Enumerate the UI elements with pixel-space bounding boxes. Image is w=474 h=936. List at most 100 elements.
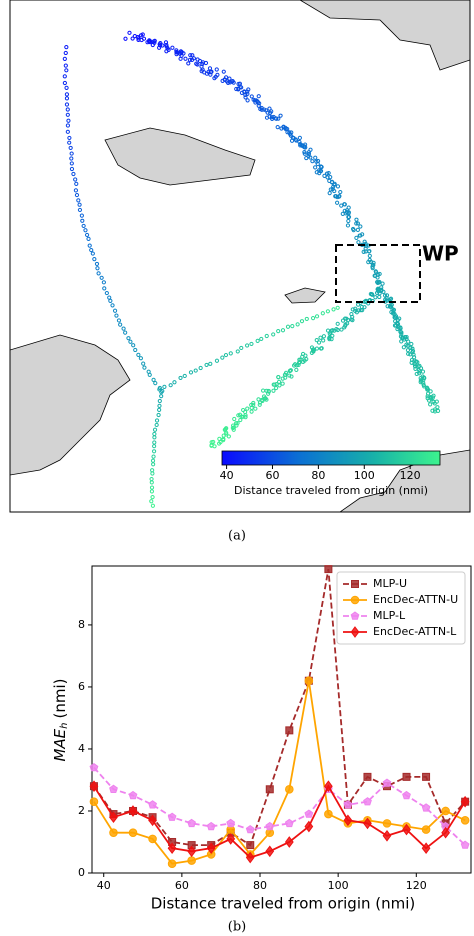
- track-point: [158, 43, 163, 48]
- marker: [245, 851, 255, 864]
- track-point: [127, 30, 132, 35]
- track-point: [249, 402, 254, 408]
- colorbar-tick-label: 40: [220, 469, 234, 482]
- track-point: [310, 347, 316, 352]
- marker: [206, 821, 216, 831]
- track-point: [152, 431, 157, 437]
- track-point: [228, 351, 233, 356]
- track-point: [68, 145, 73, 151]
- track-point: [149, 476, 154, 482]
- track-point: [149, 489, 155, 494]
- track-point: [174, 48, 179, 53]
- marker: [245, 824, 255, 834]
- track-point: [261, 394, 267, 399]
- legend-box: [336, 571, 466, 645]
- track-point: [157, 407, 162, 412]
- track-point: [357, 233, 362, 238]
- track-point: [397, 316, 402, 321]
- track-point: [295, 322, 300, 327]
- track-point: [147, 372, 152, 377]
- track-point: [369, 292, 375, 297]
- track-point: [96, 271, 101, 276]
- marker: [402, 823, 411, 836]
- track-point: [375, 286, 381, 291]
- marker: [460, 840, 470, 849]
- track-point: [380, 281, 385, 286]
- track-point: [381, 289, 386, 294]
- marker: [284, 818, 294, 828]
- track-point: [314, 338, 319, 343]
- track-point: [373, 295, 378, 300]
- track-point: [342, 202, 347, 207]
- track-point: [249, 94, 254, 99]
- track-point: [385, 304, 390, 309]
- track-point: [310, 159, 315, 164]
- colorbar-label: Distance traveled from origin (nmi): [234, 484, 428, 497]
- marker: [187, 845, 197, 858]
- marker: [441, 826, 451, 839]
- legend-label: EncDec-ATTN-U: [373, 593, 458, 606]
- track-point: [404, 334, 409, 340]
- track-point: [131, 343, 136, 348]
- track-point: [152, 40, 157, 45]
- marker: [324, 809, 333, 819]
- marker: [109, 784, 118, 793]
- track-point: [392, 312, 397, 317]
- track-point: [150, 458, 156, 463]
- track-point: [76, 198, 81, 203]
- track-point: [358, 224, 363, 229]
- marker: [167, 812, 177, 821]
- track-point: [240, 414, 246, 419]
- track-point: [420, 369, 426, 374]
- track-point: [214, 358, 220, 363]
- track-point: [67, 140, 72, 145]
- track-point: [92, 257, 97, 262]
- marker: [382, 819, 392, 828]
- track-point: [151, 454, 156, 459]
- land: [10, 334, 131, 476]
- track-point: [254, 98, 259, 103]
- track-point: [181, 51, 186, 56]
- track-point: [86, 236, 91, 242]
- track-point: [239, 345, 244, 351]
- track-point: [166, 47, 171, 53]
- marker: [304, 809, 314, 818]
- track-point: [288, 368, 293, 373]
- track-point: [374, 290, 380, 295]
- y-axis-label: MAEh (nmi): [51, 678, 71, 761]
- track-point: [62, 80, 67, 86]
- track-point: [256, 397, 261, 402]
- track-point: [90, 251, 95, 256]
- marker: [265, 821, 275, 831]
- track-point: [388, 296, 394, 301]
- track-point: [298, 141, 303, 147]
- track-point: [152, 444, 157, 449]
- track-point: [231, 427, 236, 432]
- track-point: [227, 76, 232, 81]
- track-point: [246, 87, 251, 92]
- track-point: [325, 328, 331, 333]
- track-point: [409, 357, 415, 363]
- track-point: [319, 346, 324, 351]
- track-point: [297, 135, 302, 140]
- track-point: [112, 308, 118, 313]
- track-point: [130, 36, 135, 41]
- track-point: [422, 384, 427, 389]
- track-point: [313, 165, 318, 170]
- track-point: [373, 273, 378, 279]
- track-point: [150, 494, 155, 500]
- track-point: [62, 74, 67, 79]
- track-point: [224, 430, 229, 435]
- track-point: [367, 249, 372, 254]
- track-point: [140, 32, 145, 37]
- track-point: [187, 57, 193, 62]
- track-point: [238, 417, 243, 423]
- track-point: [236, 81, 241, 87]
- track-point: [362, 239, 367, 244]
- marker: [226, 833, 236, 845]
- track-point: [69, 161, 74, 166]
- track-point: [227, 80, 233, 85]
- marker: [89, 762, 99, 772]
- marker: [148, 834, 157, 844]
